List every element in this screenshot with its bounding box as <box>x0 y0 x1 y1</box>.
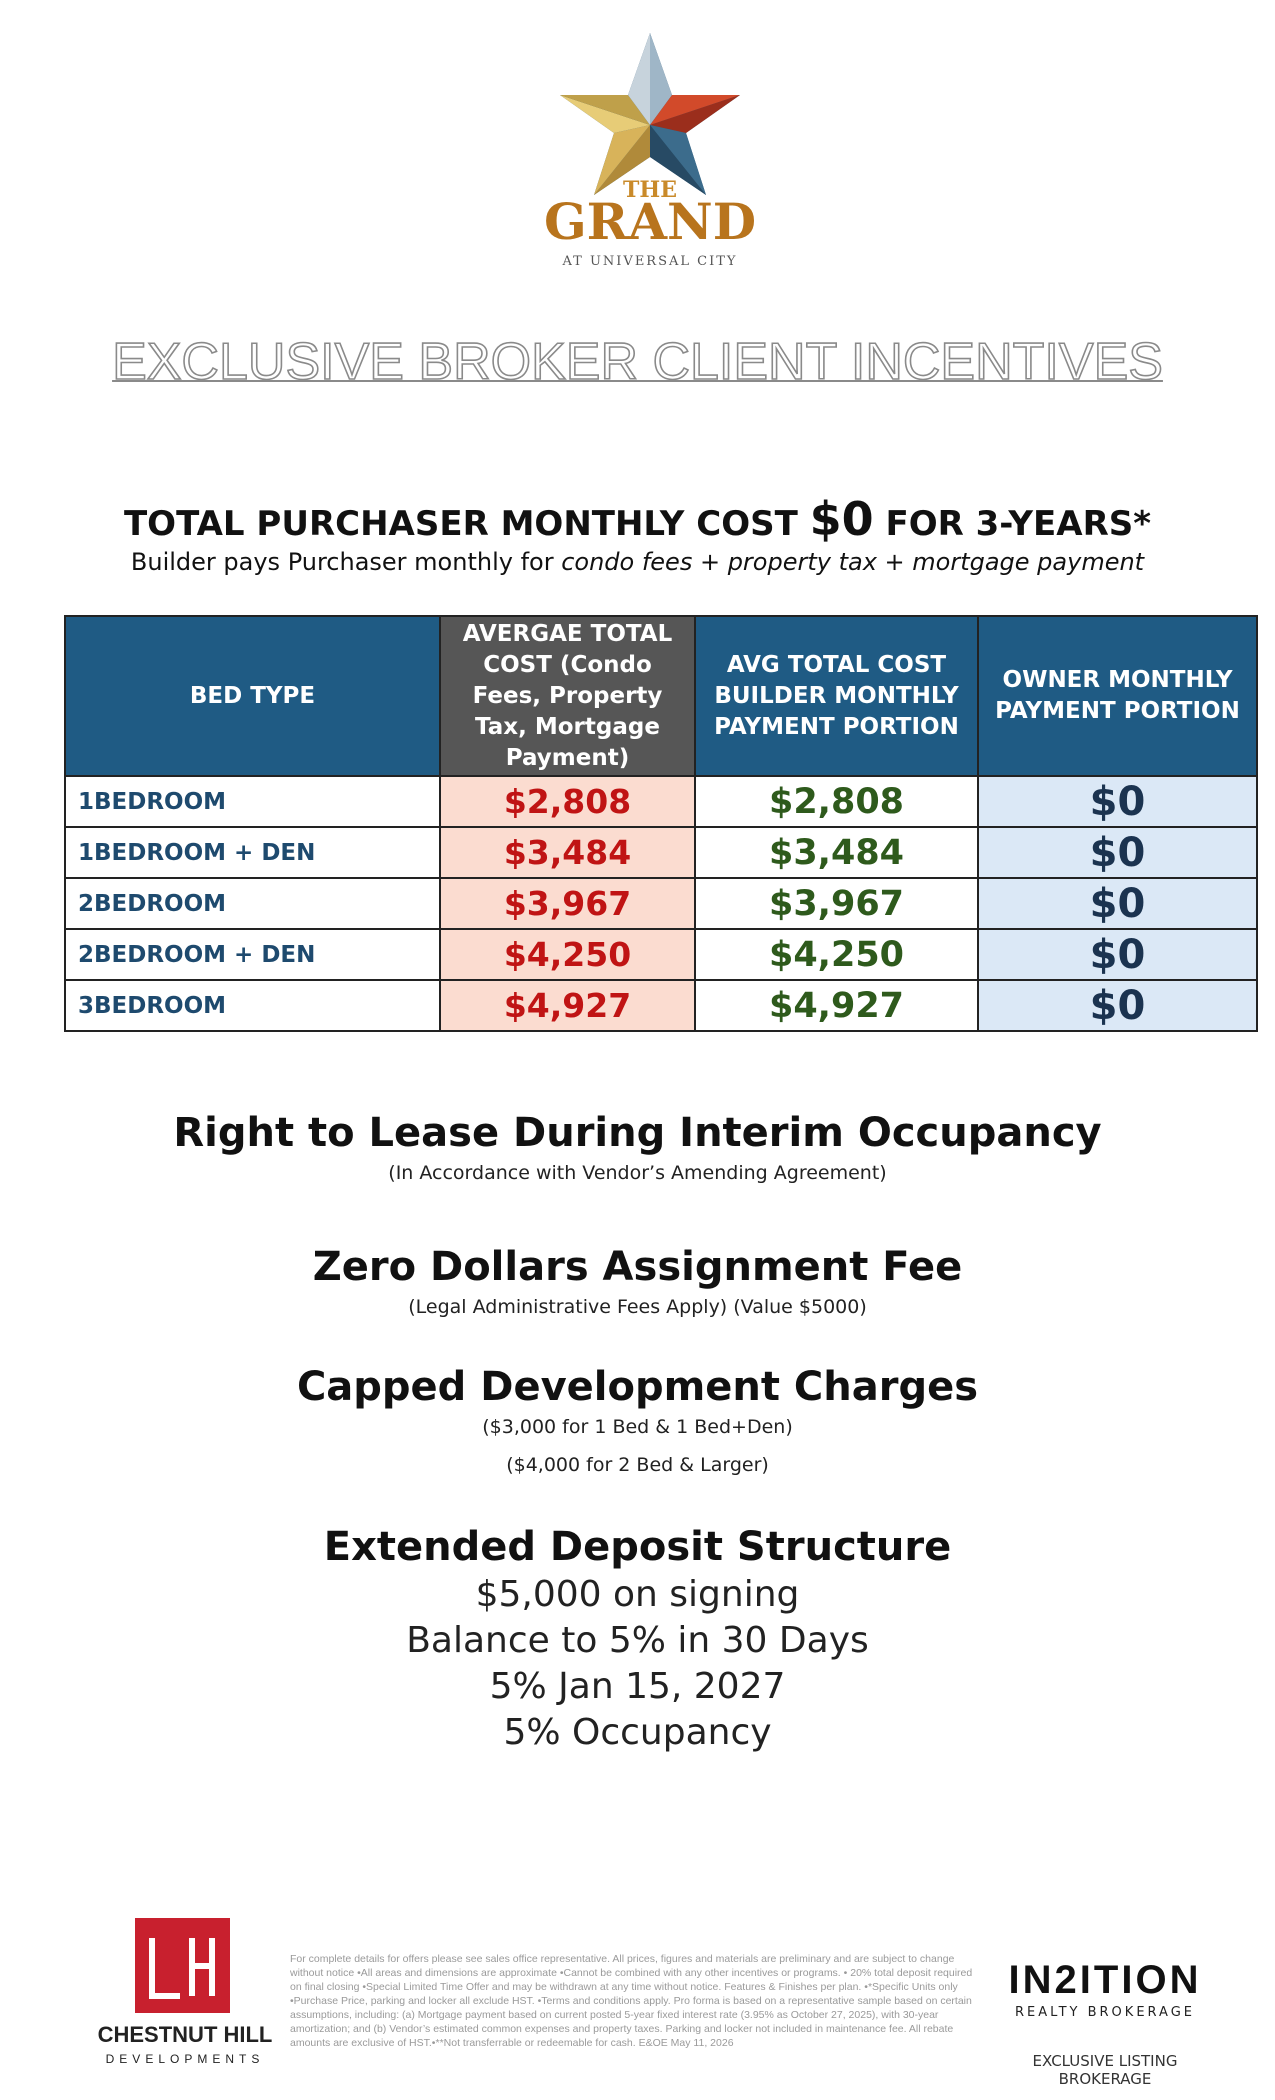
chestnut-hill-name: CHESTNUT HILL <box>98 2022 273 2047</box>
cost-title-post: FOR 3-YEARS* <box>873 504 1152 544</box>
table-row: 1BEDROOM $2,808 $2,808 $0 <box>64 775 1258 828</box>
logo-the: THE <box>623 177 677 203</box>
cost-subtitle-italic: condo fees + property tax + mortgage pay… <box>561 548 1145 576</box>
header-average-total-cost: AVERGAE TOTAL COST (Condo Fees, Property… <box>439 615 696 777</box>
legal-disclaimer: For complete details for offers please s… <box>290 1953 973 2049</box>
star-icon <box>560 33 740 195</box>
owner-portion-cell: $0 <box>977 928 1258 981</box>
header-owner-portion: OWNER MONTHLY PAYMENT PORTION <box>977 615 1258 777</box>
bed-type-cell: 1BEDROOM <box>64 775 441 828</box>
exclusive-listing-tag: EXCLUSIVE LISTING BROKERAGE <box>1032 2052 1178 2088</box>
table-row: 2BEDROOM $3,967 $3,967 $0 <box>64 877 1258 930</box>
table-row: 1BEDROOM + DEN $3,484 $3,484 $0 <box>64 826 1258 879</box>
average-cost-cell: $3,967 <box>439 877 696 930</box>
the-grand-logo: THE GRAND AT UNIVERSAL CITY <box>544 33 756 269</box>
cost-subtitle: Builder pays Purchaser monthly for condo… <box>0 548 1275 576</box>
bed-type-cell: 3BEDROOM <box>64 979 441 1032</box>
logo-subtitle: AT UNIVERSAL CITY <box>561 254 737 269</box>
chestnut-hill-subtitle: DEVELOPMENTS <box>106 2052 265 2066</box>
cost-title-pre: TOTAL PURCHASER MONTHLY COST <box>123 504 810 544</box>
owner-portion-cell: $0 <box>977 979 1258 1032</box>
assignment-subtitle: (Legal Administrative Fees Apply) (Value… <box>408 1296 867 1318</box>
chestnut-hill-mark-icon <box>135 1918 230 2013</box>
chestnut-hill-logo: CHESTNUT HILL DEVELOPMENTS <box>98 1918 273 2066</box>
cost-title: TOTAL PURCHASER MONTHLY COST $0 FOR 3-YE… <box>0 492 1275 546</box>
in2ition-logo: IN2ITION REALTY BROKERAGE <box>985 1958 1225 2020</box>
owner-portion-cell: $0 <box>977 775 1258 828</box>
builder-portion-cell: $2,808 <box>694 775 979 828</box>
table-row: 2BEDROOM + DEN $4,250 $4,250 $0 <box>64 928 1258 981</box>
builder-portion-cell: $3,484 <box>694 826 979 879</box>
incentive-table: BED TYPE AVERGAE TOTAL COST (Condo Fees,… <box>64 615 1258 1032</box>
bed-type-cell: 2BEDROOM <box>64 877 441 930</box>
header-bed-type: BED TYPE <box>64 615 441 777</box>
cost-subtitle-pre: Builder pays Purchaser monthly for <box>130 548 562 576</box>
table-header-row: BED TYPE AVERGAE TOTAL COST (Condo Fees,… <box>64 615 1258 777</box>
average-cost-cell: $4,927 <box>439 979 696 1032</box>
owner-portion-cell: $0 <box>977 826 1258 879</box>
table-row: 3BEDROOM $4,927 $4,927 $0 <box>64 979 1258 1032</box>
builder-portion-cell: $4,250 <box>694 928 979 981</box>
average-cost-cell: $4,250 <box>439 928 696 981</box>
header-builder-portion: AVG TOTAL COST BUILDER MONTHLY PAYMENT P… <box>694 615 979 777</box>
in2ition-name: IN2ITION <box>1008 1958 1202 2002</box>
bed-type-cell: 1BEDROOM + DEN <box>64 826 441 879</box>
lease-subtitle: (In Accordance with Vendor’s Amending Ag… <box>388 1162 887 1184</box>
lease-title: Right to Lease During Interim Occupancy <box>173 1110 1102 1156</box>
builder-portion-cell: $3,967 <box>694 877 979 930</box>
deposit-line: 5% Jan 15, 2027 <box>489 1666 786 1707</box>
assignment-title: Zero Dollars Assignment Fee <box>312 1244 963 1290</box>
deposit-line: 5% Occupancy <box>503 1712 772 1753</box>
page-headline: EXCLUSIVE BROKER CLIENT INCENTIVES <box>0 332 1275 392</box>
logo-grand: GRAND <box>544 192 756 251</box>
in2ition-subtitle: REALTY BROKERAGE <box>1015 2005 1195 2020</box>
deposit-line: $5,000 on signing <box>475 1574 800 1615</box>
owner-portion-cell: $0 <box>977 877 1258 930</box>
development-charges-title: Capped Development Charges <box>296 1364 979 1410</box>
headline-text: EXCLUSIVE BROKER CLIENT INCENTIVES <box>111 332 1163 392</box>
development-charges-line-1: ($3,000 for 1 Bed & 1 Bed+Den) <box>482 1416 793 1438</box>
builder-portion-cell: $4,927 <box>694 979 979 1032</box>
bed-type-cell: 2BEDROOM + DEN <box>64 928 441 981</box>
cost-title-amount: $0 <box>809 492 874 546</box>
average-cost-cell: $2,808 <box>439 775 696 828</box>
development-charges-line-2: ($4,000 for 2 Bed & Larger) <box>506 1454 769 1476</box>
deposit-line: Balance to 5% in 30 Days <box>406 1620 869 1661</box>
deposit-title: Extended Deposit Structure <box>323 1524 952 1570</box>
average-cost-cell: $3,484 <box>439 826 696 879</box>
